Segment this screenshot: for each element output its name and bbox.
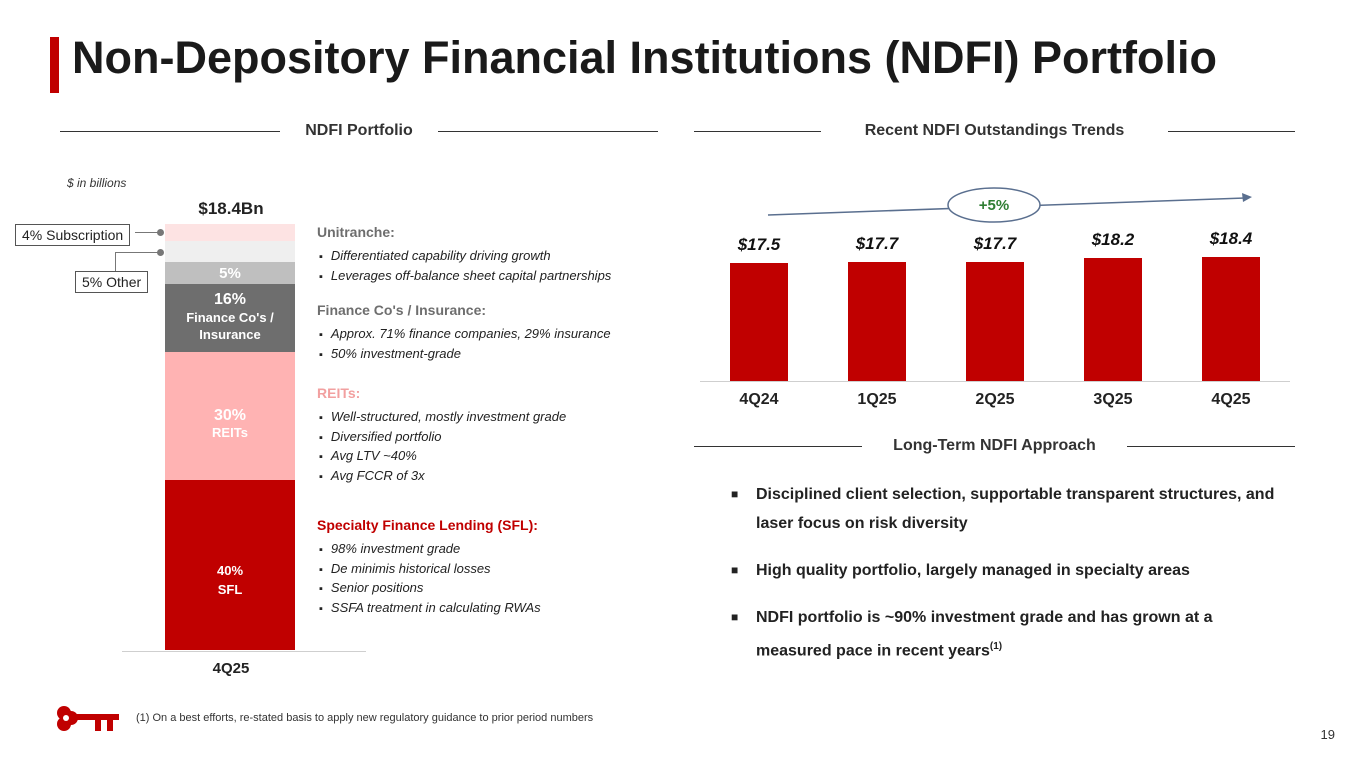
square-bullet-icon: ■ [731,563,739,577]
finance-segment-label: 16% Finance Co's / Insurance [165,291,295,343]
bar-segment-unitranche [165,262,295,284]
title-accent-bar [50,37,59,93]
unitranche-bullet: Differentiated capability driving growth [317,247,611,267]
trend-bar-value-label: $17.7 [973,233,1017,253]
finance-bullets: Approx. 71% finance companies, 29% insur… [317,325,611,364]
sfl-bullet: Senior positions [317,579,541,599]
sfl-pct: 40% [216,563,244,578]
unitranche-title: Unitranche: [317,224,395,240]
reits-name: REITs [212,425,248,440]
trend-category-label: 3Q25 [1093,391,1133,408]
reits-pct: 30% [213,407,247,424]
other-callout-line [115,252,160,253]
sfl-bullet: 98% investment grade [317,540,541,560]
finance-bullet: Approx. 71% finance companies, 29% insur… [317,325,611,345]
key-logo-icon [57,706,119,731]
trend-header-rule-left [694,131,821,132]
trend-bar-value-label: $17.7 [855,233,899,253]
growth-arrow [767,187,1252,223]
left-header-rule-left [60,131,280,132]
trend-bar [1084,258,1142,381]
reits-bullet: Well-structured, mostly investment grade [317,408,566,428]
approach-bullet: ■ High quality portfolio, largely managed… [731,556,1291,585]
footnote-ref: (1) [989,641,1003,652]
growth-arrow-head [1242,193,1252,202]
bar-segment-subscription [165,224,295,242]
trend-section-header: Recent NDFI Outstandings Trends [864,122,1125,139]
sfl-bullet: De minimis historical losses [317,560,541,580]
approach-section-header: Long-Term NDFI Approach [893,437,1096,454]
page-title: Non-Depository Financial Institutions (N… [72,32,1217,83]
unitranche-bullets: Differentiated capability driving growth… [317,247,611,286]
reits-segment-label: 30% REITs [165,407,295,440]
stack-x-label: 4Q25 [212,660,250,677]
sfl-bullet: SSFA treatment in calculating RWAs [317,599,541,619]
trend-bar [1202,257,1260,381]
stack-total-label: $18.4Bn [198,199,264,218]
trend-category-label: 1Q25 [857,391,897,408]
left-section-header: NDFI Portfolio [305,122,413,139]
trend-bar-value-label: $18.2 [1091,230,1135,250]
other-callout-vertical-line [115,252,116,271]
finance-title: Finance Co's / Insurance: [317,302,487,318]
trend-bar [966,261,1024,381]
page-number: 19 [1320,727,1335,742]
reits-bullet: Avg LTV ~40% [317,447,566,467]
footnote: (1) On a best efforts, re-stated basis t… [136,712,594,724]
trend-header-rule-right [1168,131,1295,132]
stack-baseline [122,651,366,652]
trend-category-label: 2Q25 [975,391,1015,408]
left-header-rule-right [438,131,658,132]
other-callout: 5% Other [75,271,149,293]
finance-pct: 16% [213,291,247,308]
growth-label: +5% [978,197,1010,214]
approach-bullet: ■ NDFI portfolio is ~90% investment grade… [731,603,1291,665]
reits-title: REITs: [317,385,361,401]
trend-bar [848,261,906,381]
finance-name: Finance Co's / Insurance [186,310,274,342]
sfl-segment-label: 40% SFL [165,561,295,599]
trend-category-label: 4Q25 [1211,391,1251,408]
sfl-title: Specialty Finance Lending (SFL): [317,517,538,533]
trend-bar-value-label: $17.5 [737,235,781,255]
other-callout-dot [157,249,164,256]
subscription-callout: 4% Subscription [15,224,131,246]
square-bullet-icon: ■ [731,487,739,501]
reits-bullets: Well-structured, mostly investment grade… [317,408,566,486]
reits-bullet: Avg FCCR of 3x [317,467,566,487]
growth-ellipse [947,187,1041,223]
trend-bar-value-label: $18.4 [1209,229,1253,248]
trend-bar [730,263,788,381]
subscription-callout-dot [157,229,164,236]
approach-bullet: ■ Disciplined client selection, supportab… [731,480,1291,538]
sfl-bullets: 98% investment grade De minimis historic… [317,540,541,618]
trend-category-label: 4Q24 [739,391,779,408]
bar-segment-other [165,241,295,263]
approach-header-rule-left [694,446,862,447]
bar-segment-finance [165,283,295,352]
sfl-name: SFL [217,582,243,597]
approach-header-rule-right [1127,446,1295,447]
approach-bullets: ■ Disciplined client selection, supportab… [731,480,1291,683]
unitranche-pct: 5% [219,265,241,282]
bar-segment-sfl [165,479,295,650]
bar-segment-reits [165,351,295,480]
finance-bullet: 50% investment-grade [317,345,611,365]
square-bullet-icon: ■ [731,610,739,624]
trend-baseline [700,381,1290,382]
units-note: $ in billions [67,176,127,190]
subscription-callout-line [135,232,159,233]
unitranche-bullet: Leverages off-balance sheet capital part… [317,267,611,287]
reits-bullet: Diversified portfolio [317,428,566,448]
